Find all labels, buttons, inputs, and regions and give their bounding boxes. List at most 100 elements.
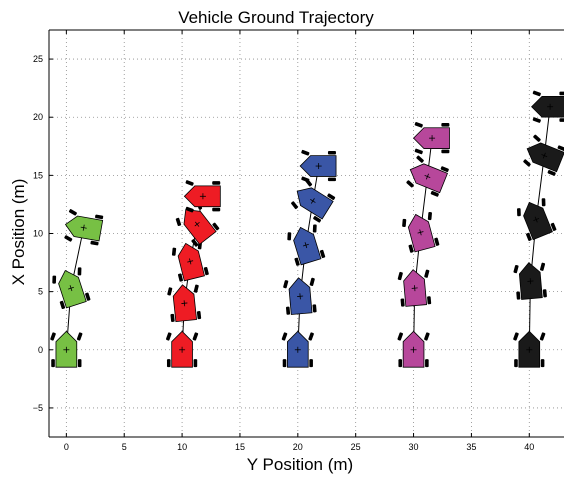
wheel: [77, 267, 82, 276]
wheel: [526, 232, 532, 241]
wheel: [312, 304, 317, 313]
wheel: [212, 181, 221, 185]
wheel: [76, 332, 83, 341]
wheel: [177, 273, 183, 282]
y-tick-label: −5: [33, 403, 43, 413]
wheel: [441, 149, 450, 154]
x-tick-label: 40: [524, 442, 534, 452]
x-tick-label: 0: [64, 442, 69, 452]
x-tick-label: 10: [177, 442, 187, 452]
wheel: [541, 198, 546, 207]
center-cross-v: [419, 229, 422, 236]
wheel: [196, 311, 202, 320]
wheel: [440, 166, 449, 173]
vehicle-marker: [183, 180, 221, 213]
wheel: [283, 280, 289, 289]
wheel: [327, 193, 336, 200]
wheel: [192, 332, 199, 341]
wheel: [291, 201, 299, 210]
x-axis-label: Y Position (m): [247, 455, 353, 474]
wheel: [185, 180, 194, 186]
x-tick-label: 35: [466, 442, 476, 452]
wheel: [539, 332, 546, 341]
y-tick-label: 20: [33, 112, 43, 122]
center-cross-v: [414, 285, 416, 292]
center-cross-v: [189, 258, 192, 265]
wheel: [327, 177, 336, 182]
wheel: [406, 180, 414, 188]
wheel: [542, 289, 547, 298]
wheel: [547, 170, 556, 176]
wheel: [532, 117, 541, 123]
wheel: [414, 122, 423, 128]
vehicle-marker: [50, 330, 83, 368]
wheel: [414, 148, 423, 155]
center-cross-v: [194, 221, 200, 227]
wheel: [327, 150, 336, 155]
wheel: [424, 332, 430, 341]
vehicle-body: [293, 226, 322, 266]
wheel: [51, 359, 55, 368]
vehicle-marker: [287, 224, 326, 266]
vehicle-body: [407, 213, 436, 253]
wheel: [523, 159, 531, 167]
wheel: [294, 257, 300, 266]
vehicle-series-3: [281, 149, 337, 368]
wheel: [424, 269, 430, 278]
wheel: [203, 266, 209, 276]
vehicle-body: [177, 242, 205, 282]
vehicle-body: [64, 215, 104, 242]
wheel: [287, 232, 292, 241]
vehicle-marker: [406, 155, 449, 197]
wheel: [559, 91, 564, 96]
y-tick-label: 25: [33, 54, 43, 64]
wheel: [212, 222, 220, 231]
vehicle-marker: [283, 277, 317, 315]
wheel: [170, 313, 175, 322]
y-tick-label: 0: [38, 345, 43, 355]
wheel: [309, 359, 313, 368]
vehicle-body: [296, 187, 334, 220]
vehicle-marker: [281, 330, 314, 368]
wheel: [397, 332, 404, 341]
wheel: [171, 247, 177, 256]
wheel: [193, 359, 198, 368]
y-tick-label: 15: [33, 170, 43, 180]
center-cross-v: [541, 154, 548, 158]
center-cross-v: [304, 242, 308, 249]
wheel: [282, 359, 287, 368]
wheel: [398, 359, 403, 368]
vehicle-marker: [397, 330, 430, 368]
vehicle-marker: [171, 241, 209, 282]
wheel: [427, 296, 432, 305]
wheel: [533, 134, 541, 142]
wheel: [95, 214, 104, 220]
wheel: [402, 218, 407, 227]
vehicle-marker: [52, 267, 91, 310]
wheel: [441, 123, 450, 127]
vehicle-body: [58, 270, 87, 309]
center-cross-v: [183, 300, 186, 307]
wheel: [50, 332, 56, 341]
wheel: [301, 176, 310, 183]
wheel: [427, 211, 432, 221]
vehicle-series-1: [50, 209, 104, 368]
vehicle-marker: [299, 149, 337, 183]
wheel: [193, 284, 199, 293]
y-tick-label: 10: [33, 229, 43, 239]
wheel: [308, 332, 314, 341]
wheel: [85, 292, 91, 301]
wheel: [309, 277, 315, 286]
center-cross-v: [80, 226, 87, 229]
wheel: [281, 332, 288, 341]
y-axis-label: X Position (m): [9, 179, 28, 286]
wheel: [513, 264, 519, 274]
center-cross-v: [69, 285, 73, 292]
vehicle-marker: [413, 122, 450, 155]
wheel: [408, 244, 414, 253]
wheel: [77, 359, 82, 368]
wheel: [64, 235, 73, 242]
vehicle-marker: [523, 134, 564, 176]
vehicle-marker: [166, 330, 199, 368]
